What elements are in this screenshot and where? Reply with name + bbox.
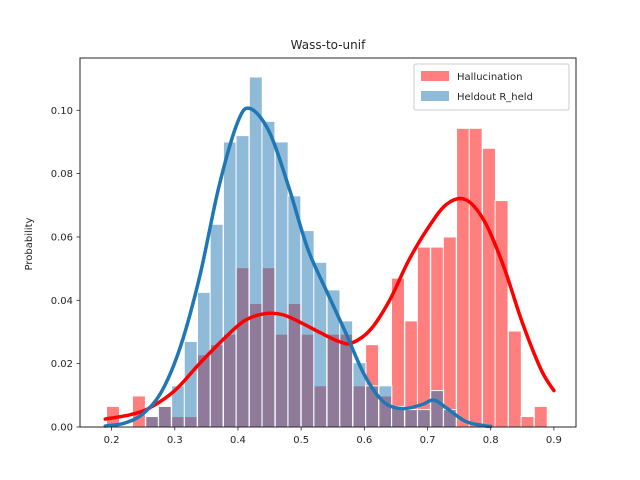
bar [235,135,250,428]
x-tick-label: 0.5 [293,435,309,446]
bar [404,409,419,428]
x-tick-label: 0.4 [230,435,246,446]
y-tick-label: 0.02 [51,359,73,370]
bar [209,223,224,428]
legend-label-hallucination: Hallucination [457,72,522,83]
bar [145,416,160,428]
bar [261,120,276,428]
kde-line-heldout-r-held [103,106,493,429]
legend: Hallucination Heldout R_held [413,63,570,111]
bar [157,405,172,428]
y-axis-ticks: 0.00 0.02 0.04 0.06 0.08 0.10 [51,106,80,434]
x-tick-label: 0.6 [356,435,372,446]
legend-label-heldout-r-held: Heldout R_held [457,92,533,103]
bar [507,330,522,428]
x-tick-label: 0.8 [483,435,499,446]
bar [222,141,237,428]
y-tick-label: 0.10 [51,106,73,117]
bar [183,340,198,428]
x-tick-label: 0.2 [104,435,120,446]
y-tick-label: 0.00 [51,423,73,434]
bar [416,409,431,428]
legend-swatch-hallucination [421,71,449,81]
bar [442,236,457,428]
bar [468,127,483,428]
y-tick-label: 0.06 [51,232,73,243]
x-tick-label: 0.7 [420,435,436,446]
bar [481,147,496,428]
legend-swatch-heldout-r-held [421,91,449,101]
bar [494,200,509,428]
bar [520,416,535,428]
kde-layer [103,106,556,429]
x-axis-ticks: 0.2 0.3 0.4 0.5 0.6 0.7 0.8 0.9 [104,427,562,446]
bar [430,390,445,428]
y-tick-label: 0.04 [51,296,73,307]
x-tick-label: 0.3 [167,435,183,446]
bar [391,277,405,428]
legend-box [413,63,570,111]
bar [287,195,302,428]
x-tick-label: 0.9 [546,435,562,446]
bar [533,405,548,428]
y-tick-label: 0.08 [51,169,73,180]
bar [456,127,471,428]
chart-title: Wass-to-unif [291,38,366,52]
bar [248,76,263,428]
plot-frame [79,57,577,428]
kde-line-hallucination [103,196,556,421]
y-axis-title: Probability [24,217,35,270]
